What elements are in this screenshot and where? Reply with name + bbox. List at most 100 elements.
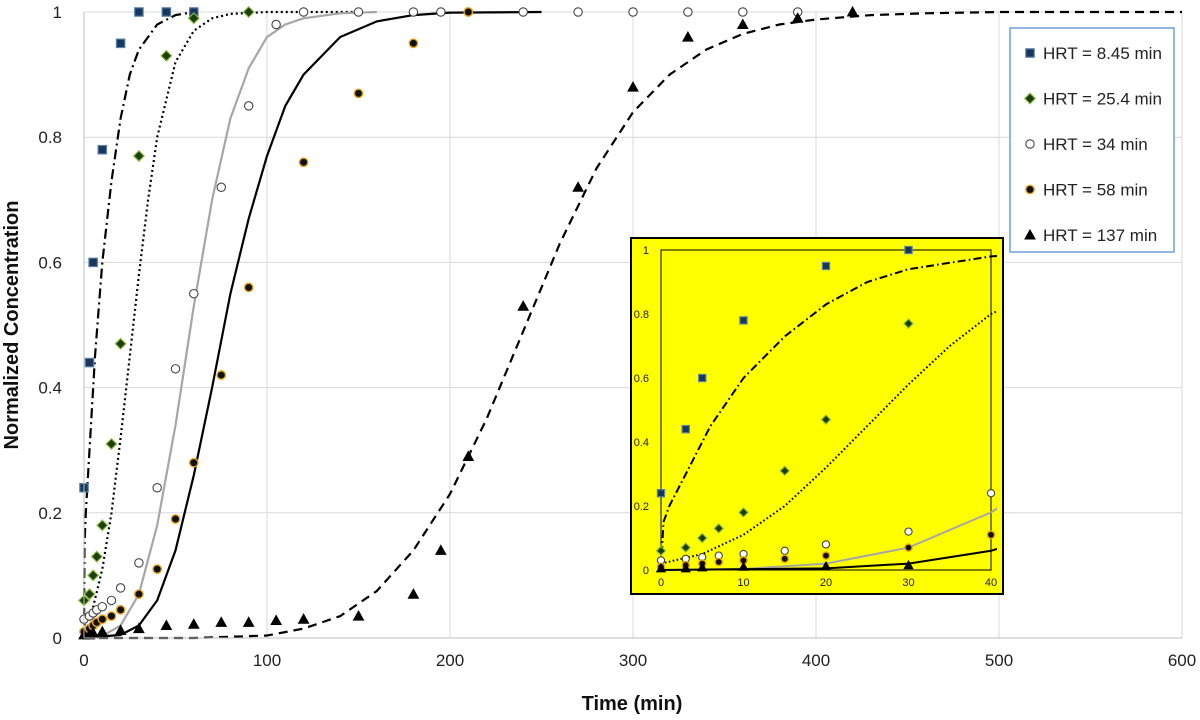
data-point-series-3 <box>97 601 108 612</box>
fit-curve-series-4 <box>83 10 542 640</box>
x-tick-label: 200 <box>436 651 464 670</box>
data-point-series-5 <box>160 619 173 631</box>
fit-curves <box>82 10 1182 640</box>
inset-data-point-series-4 <box>986 530 996 540</box>
data-point-series-4 <box>97 614 108 625</box>
data-point-series-5 <box>270 614 283 626</box>
inset-data-point-series-5 <box>738 561 749 571</box>
data-point-series-1 <box>161 7 172 17</box>
data-point-series-1 <box>115 38 126 49</box>
legend: HRT = 8.45 min HRT = 25.4 min HRT = 34 min… <box>1009 27 1175 253</box>
inset-data-point-series-1 <box>698 373 707 383</box>
data-point-series-3 <box>518 7 528 17</box>
inset-data-point-series-4 <box>904 543 913 552</box>
inset-x-tick-label: 20 <box>820 577 832 589</box>
inset-data-point-series-2 <box>680 542 692 553</box>
legend-label-series-4: HRT = 58 min <box>1043 181 1148 200</box>
data-point-series-4 <box>463 7 474 17</box>
inset-data-point-series-4 <box>714 557 724 567</box>
inset-y-tick-label: 1 <box>643 245 649 257</box>
data-point-series-2 <box>187 12 200 25</box>
data-point-series-5 <box>736 18 749 30</box>
inset-y-tick-label: 0.6 <box>634 373 649 385</box>
y-tick-label: 1 <box>53 3 62 22</box>
data-point-series-5 <box>407 588 420 599</box>
data-points <box>77 5 859 640</box>
data-point-series-4 <box>243 282 254 293</box>
data-point-series-1 <box>88 257 98 268</box>
y-axis-title: Normalized Concentration <box>1 201 23 450</box>
inset-x-tick-label: 40 <box>985 577 997 589</box>
inset-data-points <box>655 245 996 573</box>
legend-marker-series-1 <box>1025 48 1035 58</box>
x-tick-label: 500 <box>985 651 1013 670</box>
data-point-series-4 <box>408 38 419 49</box>
data-point-series-2 <box>96 519 109 532</box>
data-point-series-3 <box>738 7 748 17</box>
data-point-series-5 <box>87 626 100 638</box>
inset-y-tick-label: 0.4 <box>634 437 649 449</box>
inset-fit-curve-series-1 <box>661 255 997 571</box>
data-point-series-1 <box>84 357 95 368</box>
inset-data-point-series-3 <box>904 527 913 536</box>
legend-marker-series-2 <box>1023 92 1037 105</box>
data-point-series-4 <box>353 88 364 99</box>
inset-x-tick-label: 30 <box>902 577 914 589</box>
legend-label-series-3: HRT = 34 min <box>1043 135 1148 154</box>
inset-data-point-series-4 <box>780 554 790 564</box>
x-tick-label: 600 <box>1168 651 1196 670</box>
data-point-series-3 <box>170 364 181 374</box>
legend-marker-series-3 <box>1025 139 1035 149</box>
inset-data-point-series-5 <box>680 563 691 573</box>
legend-marker-series-4 <box>1025 184 1035 195</box>
y-tick-label: 0 <box>53 629 62 648</box>
data-point-series-3 <box>106 595 117 606</box>
inset-data-point-series-1 <box>739 316 748 325</box>
data-point-series-5 <box>462 450 475 461</box>
fit-curve-series-2 <box>83 10 359 626</box>
legend-label-series-1: HRT = 8.45 min <box>1043 44 1162 63</box>
data-point-series-3 <box>152 483 162 493</box>
inset-data-point-series-2 <box>696 532 708 544</box>
data-point-series-3 <box>134 558 144 568</box>
data-point-series-4 <box>170 514 181 524</box>
data-point-series-5 <box>517 300 530 311</box>
legend-label-series-2: HRT = 25.4 min <box>1043 90 1162 109</box>
data-point-series-5 <box>187 618 200 629</box>
inset-data-point-series-3 <box>821 540 831 549</box>
inset-fit-curve-series-2 <box>661 310 997 565</box>
legend-marker-series-5 <box>1024 228 1036 240</box>
inset-data-point-series-5 <box>697 562 708 572</box>
data-point-series-4 <box>152 564 163 575</box>
inset-data-point-series-2 <box>779 465 791 477</box>
data-point-series-5 <box>791 12 804 23</box>
data-point-series-4 <box>216 370 227 380</box>
inset-data-point-series-5 <box>820 560 832 571</box>
data-point-series-5 <box>297 613 310 624</box>
data-point-series-5 <box>114 624 127 636</box>
inset-x-tick-label: 0 <box>658 577 664 589</box>
inset-x-tick-label: 10 <box>737 577 749 589</box>
data-point-series-4 <box>106 611 117 621</box>
data-point-series-5 <box>96 625 109 637</box>
x-tick-label: 0 <box>79 651 88 670</box>
x-tick-label: 300 <box>619 651 647 670</box>
data-point-series-3 <box>353 7 364 17</box>
data-point-series-2 <box>132 149 145 163</box>
inset-data-point-series-1 <box>656 489 666 498</box>
inset-chart: 0 10 20 30 40 0 0.2 0.4 0.6 0.8 1 <box>630 237 1004 595</box>
inset-background <box>630 237 1004 595</box>
data-point-series-5 <box>627 81 639 92</box>
data-point-series-3 <box>271 19 281 30</box>
data-point-series-2 <box>114 337 127 350</box>
data-point-series-3 <box>436 7 446 17</box>
data-point-series-2 <box>160 49 173 62</box>
data-point-series-2 <box>87 569 100 582</box>
x-tick-label: 400 <box>802 651 830 670</box>
data-point-series-3 <box>216 182 227 193</box>
inset-data-point-series-1 <box>821 261 831 271</box>
data-point-series-1 <box>97 144 108 155</box>
inset-data-point-series-5 <box>903 559 914 570</box>
